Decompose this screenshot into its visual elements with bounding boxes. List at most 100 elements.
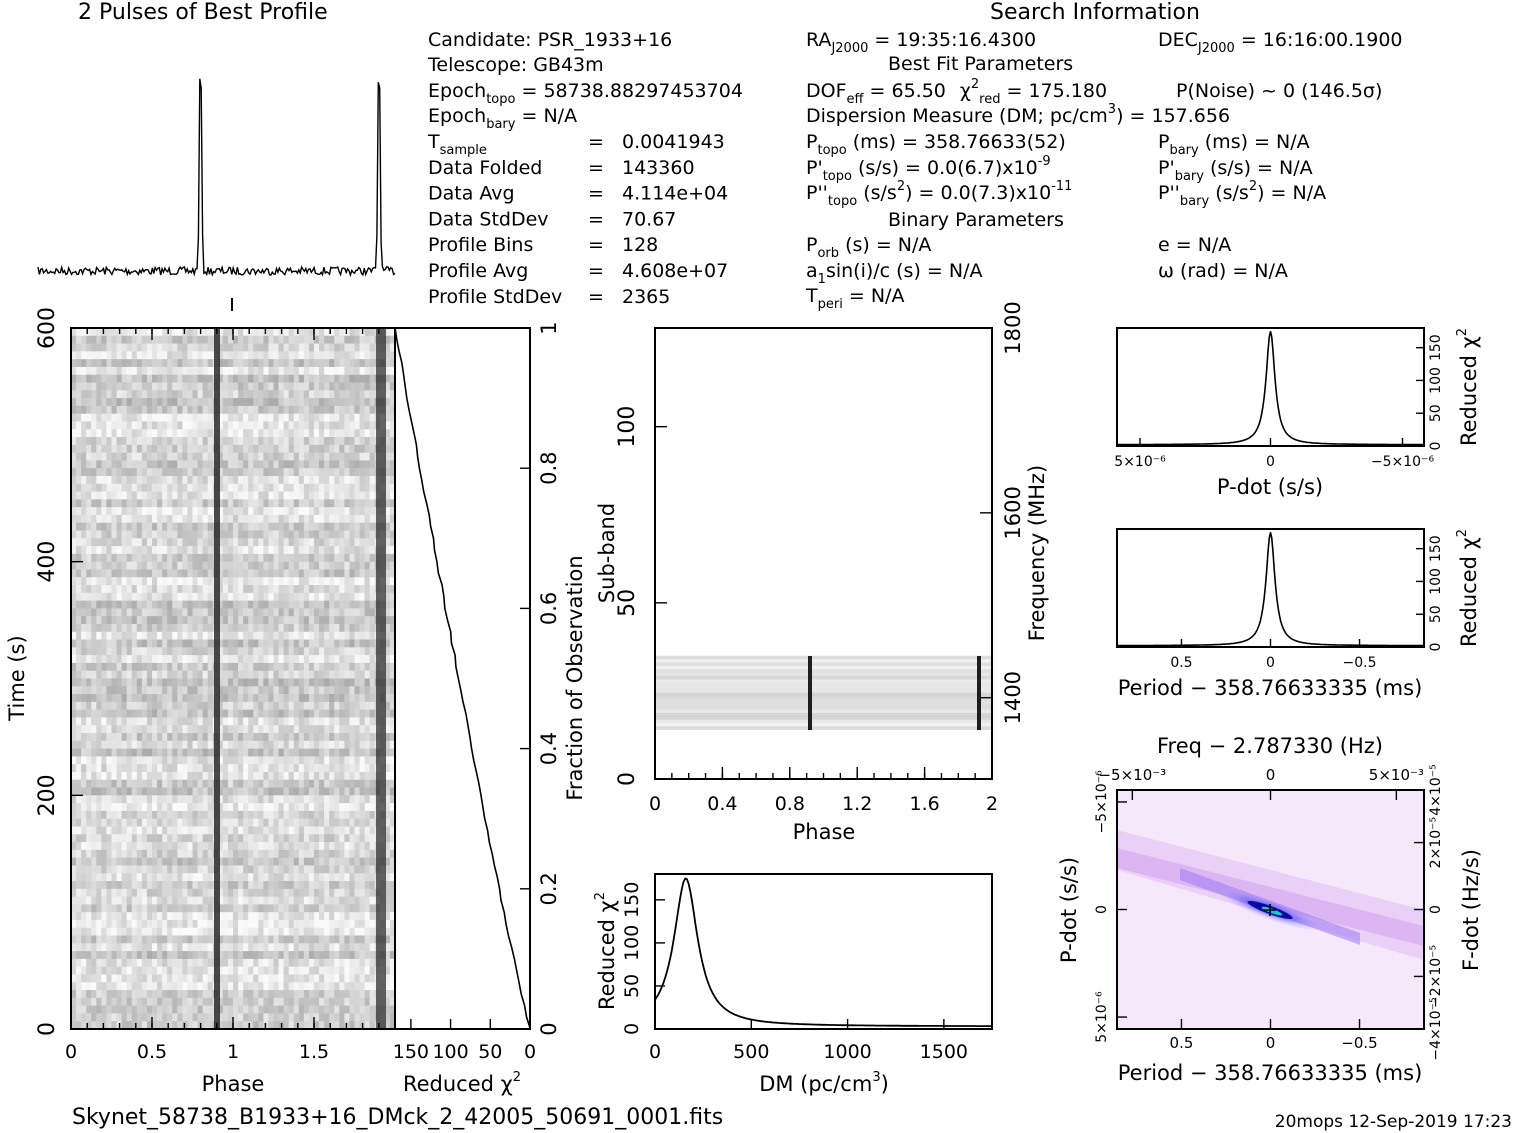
heatmap-cell [253, 810, 259, 820]
heatmap-cell [227, 616, 234, 625]
heatmap-cell [152, 514, 158, 524]
heatmap-cell [106, 873, 112, 882]
heatmap-cell [329, 771, 335, 781]
heatmap-cell [329, 328, 335, 337]
heatmap-cell [238, 733, 244, 742]
heatmap-cell [283, 507, 290, 516]
heatmap-cell [187, 678, 193, 687]
heatmap-cell [339, 748, 345, 757]
heatmap-cell [136, 623, 143, 633]
heatmap-cell [253, 483, 259, 492]
heatmap-cell [334, 343, 340, 352]
heatmap-cell [248, 483, 254, 492]
heatmap-cell [268, 530, 274, 539]
heatmap-cell [222, 366, 229, 376]
heatmap-cell [96, 444, 102, 454]
heatmap-cell [111, 530, 117, 539]
heatmap-cell [96, 826, 102, 835]
heatmap-cell [268, 507, 274, 516]
heatmap-cell [116, 429, 123, 438]
heatmap-cell [172, 826, 178, 835]
heatmap-cell [182, 507, 188, 516]
heatmap-cell [167, 328, 173, 337]
heatmap-cell [106, 561, 112, 570]
heatmap-cell [126, 382, 133, 391]
heatmap-cell [192, 530, 198, 539]
heatmap-cell [359, 670, 366, 679]
heatmap-cell [76, 437, 82, 446]
heatmap-cell [359, 779, 366, 788]
heatmap-cell [71, 779, 77, 788]
heatmap-cell [111, 709, 117, 718]
heatmap-cell [308, 546, 315, 555]
heatmap-cell [344, 444, 350, 454]
heatmap-cell [238, 491, 244, 500]
heatmap-cell [227, 912, 234, 921]
pbary-line: Pbary (ms) = N/A [1158, 131, 1310, 158]
heatmap-cell [207, 912, 214, 921]
heatmap-cell [293, 748, 300, 757]
heatmap-cell [334, 717, 340, 726]
heatmap-cell [283, 842, 290, 851]
heatmap-cell [227, 795, 234, 804]
heatmap-cell [152, 546, 158, 555]
heatmap-cell [293, 561, 300, 570]
heatmap-cell [258, 475, 264, 485]
heatmap-cell [369, 873, 376, 882]
heatmap-cell [116, 351, 123, 360]
heatmap-cell [288, 569, 295, 578]
heatmap-cell [217, 912, 224, 921]
heatmap-cell [278, 374, 285, 383]
heatmap-cell [308, 585, 315, 594]
heatmap-cell [258, 382, 264, 391]
heatmap-cell [303, 639, 310, 648]
heatmap-cell [329, 390, 335, 399]
heatmap-cell [329, 639, 335, 648]
heatmap-cell [384, 507, 391, 516]
heatmap-cell [81, 538, 87, 547]
heatmap-cell [253, 390, 259, 399]
heatmap-cell [141, 429, 148, 438]
heatmap-cell [344, 413, 350, 422]
heatmap-cell [233, 382, 239, 391]
heatmap-cell [111, 756, 117, 765]
heatmap-cell [303, 608, 310, 617]
heatmap-cell [268, 405, 274, 415]
heatmap-cell [248, 468, 254, 477]
heatmap-cell [283, 499, 290, 508]
heatmap-cell [197, 740, 204, 749]
heatmap-cell [349, 452, 355, 461]
heatmap-cell [157, 888, 163, 897]
heatmap-cell [121, 499, 128, 508]
heatmap-cell [197, 826, 204, 835]
heatmap-cell [141, 561, 148, 570]
heatmap-cell [364, 919, 371, 929]
stat-value: 4.114e+04 [622, 183, 728, 205]
heatmap-cell [152, 888, 158, 897]
heatmap-cell [167, 366, 173, 376]
heatmap-cell [334, 873, 340, 882]
heatmap-cell [81, 398, 87, 407]
heatmap-cell [243, 725, 249, 734]
heatmap-cell [222, 577, 229, 586]
heatmap-cell [146, 351, 153, 360]
heatmap-cell [111, 818, 117, 827]
heatmap-cell [268, 460, 274, 469]
heatmap-cell [243, 374, 249, 383]
heatmap-cell [91, 600, 97, 609]
heatmap-cell [217, 600, 224, 609]
heatmap-cell [329, 842, 335, 851]
heatmap-cell [273, 335, 279, 344]
heatmap-cell [308, 522, 315, 531]
heatmap-cell [217, 655, 224, 664]
heatmap-cell [106, 842, 112, 851]
heatmap-cell [71, 787, 77, 796]
heatmap-cell [86, 608, 92, 617]
heatmap-cell [126, 670, 133, 679]
heatmap-cell [258, 483, 264, 492]
heatmap-cell [293, 390, 300, 399]
heatmap-cell [314, 733, 320, 742]
heatmap-cell [86, 491, 92, 500]
heatmap-cell [162, 678, 168, 687]
heatmap-cell [91, 865, 97, 874]
